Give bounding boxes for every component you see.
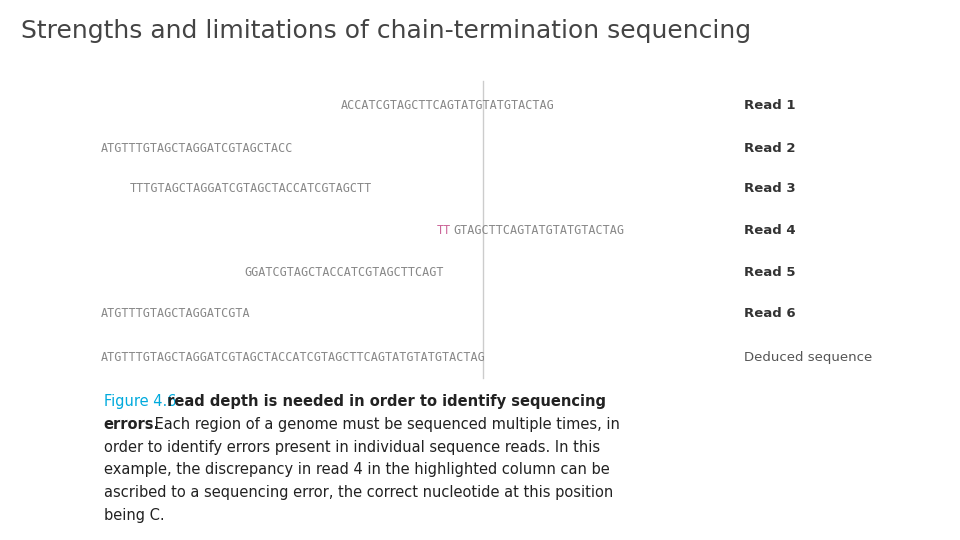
Text: Deduced sequence: Deduced sequence xyxy=(744,351,873,364)
Text: Strengths and limitations of chain-termination sequencing: Strengths and limitations of chain-termi… xyxy=(21,19,752,43)
Text: TTTGTAGCTAGGATCGTAGCTACCATCGTAGCTT: TTTGTAGCTAGGATCGTAGCTACCATCGTAGCTT xyxy=(130,183,372,195)
Text: ATGTTTGTAGCTAGGATCGTAGCTACCATCGTAGCTTCAGTATGTATGTACTAG: ATGTTTGTAGCTAGGATCGTAGCTACCATCGTAGCTTCAG… xyxy=(101,351,486,364)
Text: GGATCGTAGCTACCATCGTAGCTTCAGT: GGATCGTAGCTACCATCGTAGCTTCAGT xyxy=(245,266,444,279)
Text: being C.: being C. xyxy=(104,508,164,523)
Text: ATGTTTGTAGCTAGGATCGTA: ATGTTTGTAGCTAGGATCGTA xyxy=(101,307,251,320)
Text: errors.: errors. xyxy=(104,417,159,432)
Text: Figure 4.6: Figure 4.6 xyxy=(104,394,177,409)
Text: ascribed to a sequencing error, the correct nucleotide at this position: ascribed to a sequencing error, the corr… xyxy=(104,485,612,500)
Text: TT: TT xyxy=(437,224,451,237)
Text: ATGTTTGTAGCTAGGATCGTAGCTACC: ATGTTTGTAGCTAGGATCGTAGCTACC xyxy=(101,142,293,155)
Text: order to identify errors present in individual sequence reads. In this: order to identify errors present in indi… xyxy=(104,440,600,455)
Text: ACCATCGTAGCTTCAGTATGTATGTACTAG: ACCATCGTAGCTTCAGTATGTATGTACTAG xyxy=(341,99,555,112)
Text: Each region of a genome must be sequenced multiple times, in: Each region of a genome must be sequence… xyxy=(150,417,619,432)
Text: Read 4: Read 4 xyxy=(744,224,796,237)
Text: Read 5: Read 5 xyxy=(744,266,796,279)
Text: example, the discrepancy in read 4 in the highlighted column can be: example, the discrepancy in read 4 in th… xyxy=(104,462,610,477)
Text: Read 3: Read 3 xyxy=(744,183,796,195)
Text: GTAGCTTCAGTATGTATGTACTAG: GTAGCTTCAGTATGTATGTACTAG xyxy=(454,224,625,237)
Text: Read 6: Read 6 xyxy=(744,307,796,320)
Text: Read 1: Read 1 xyxy=(744,99,796,112)
Text: read depth is needed in order to identify sequencing: read depth is needed in order to identif… xyxy=(162,394,606,409)
Text: Read 2: Read 2 xyxy=(744,142,796,155)
